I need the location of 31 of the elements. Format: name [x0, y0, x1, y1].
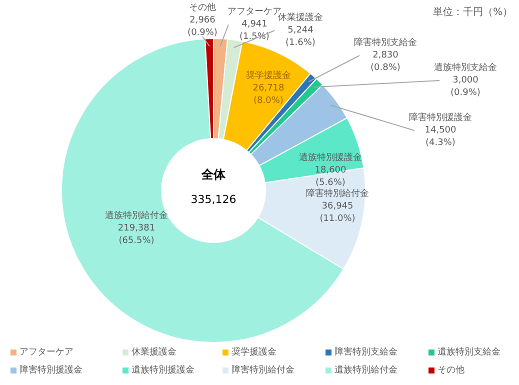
data-label: 26,718 (8.0%) [252, 84, 285, 106]
legend-label: 障害特別援護金 [20, 364, 82, 376]
data-label: 14,500 (4.3%) [424, 126, 457, 148]
slice-label: 遺族特別支給金 [434, 62, 497, 73]
data-label: 3,000 (0.9%) [450, 76, 480, 98]
legend-label: 遺族特別援護金 [132, 364, 194, 376]
legend-label: 休業援護金 [132, 346, 176, 358]
legend-label: 遺族特別支給金 [438, 346, 500, 358]
slice-label: 遺族特別援護金 [299, 152, 362, 163]
data-label: 5,244 (1.6%) [286, 26, 316, 48]
slice-label: 遺族特別給付金 [105, 210, 168, 221]
legend-label: アフターケア [20, 348, 74, 358]
data-label: 4,941 (1.5%) [240, 20, 270, 42]
text: 単位：千円（%） [433, 6, 513, 18]
legend-label: 障害特別支給金 [334, 346, 398, 358]
legend-label: その他 [438, 364, 464, 376]
slice-label: その他 [189, 2, 216, 13]
text: 335,126 [190, 193, 236, 206]
data-label: 36,945 (11.0%) [320, 202, 356, 224]
data-label: 18,600 (5.6%) [314, 166, 347, 188]
text: 全体 [200, 168, 226, 182]
legend-label: 障害特別給付金 [232, 364, 294, 376]
data-label: 219,381 (65.5%) [118, 224, 156, 246]
slice-label: 奨学援護金 [246, 70, 291, 81]
legend-label: 奨学援護金 [232, 346, 276, 358]
data-label: 2,966 (0.9%) [188, 16, 218, 38]
slice-label: 障害特別給付金 [306, 188, 369, 199]
slice-label: 障害特別援護金 [409, 112, 472, 123]
slice-label: 障害特別支給金 [354, 37, 417, 48]
legend-label: 遺族特別給付金 [334, 364, 398, 376]
data-label: 2,830 (0.8%) [370, 50, 400, 73]
